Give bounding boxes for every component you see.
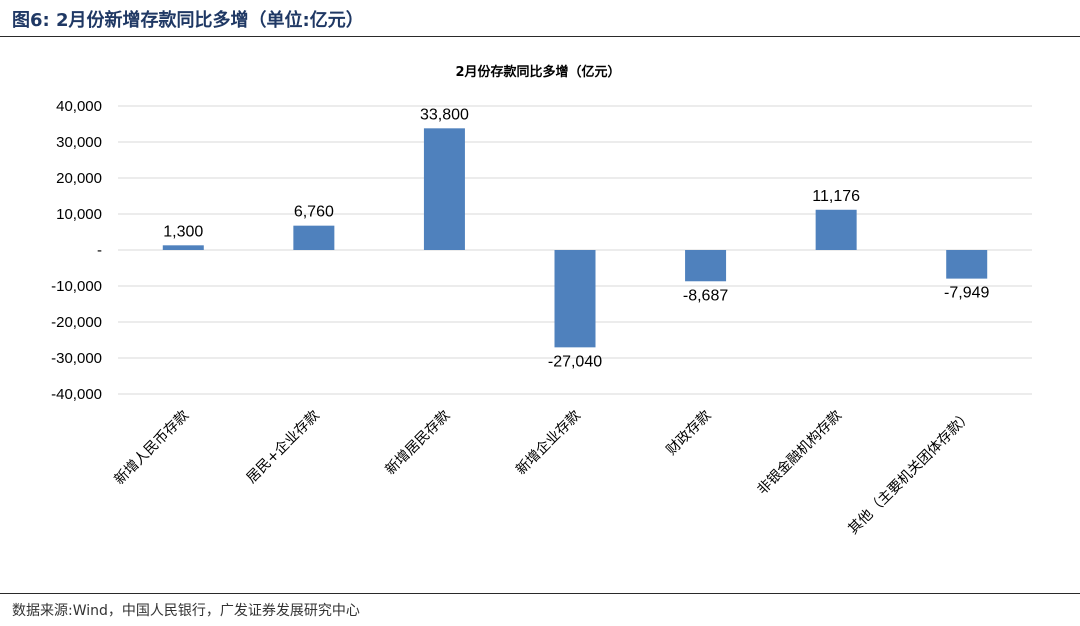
x-tick-label: 其他（主要机关团体存款）	[845, 408, 975, 538]
bar-chart: 2月份存款同比多增（亿元） 1,300 6,760 33,800 -27,040 -8,…	[51, 64, 1032, 538]
y-tick-label: -30,000	[51, 350, 102, 367]
y-tick-label: 30,000	[56, 134, 102, 151]
bottom-rule	[0, 593, 1080, 594]
x-tick-label: 新增居民存款	[383, 408, 454, 479]
data-label: 6,760	[294, 204, 334, 221]
bar	[293, 225, 335, 250]
x-tick-label: 新增企业存款	[512, 407, 583, 478]
x-tick-label: 居民+企业存款	[243, 407, 323, 487]
y-tick-label: -40,000	[51, 386, 102, 403]
y-tick-label: -	[97, 242, 102, 259]
bar	[946, 250, 988, 279]
bar	[815, 209, 857, 250]
y-tick-label: -20,000	[51, 314, 102, 331]
data-label: 33,800	[420, 106, 469, 123]
chart-title: 2月份存款同比多增（亿元）	[455, 64, 620, 80]
y-tick-label: 20,000	[56, 170, 102, 187]
y-tick-label: -10,000	[51, 278, 102, 295]
bar	[554, 250, 596, 348]
data-label: 11,176	[812, 188, 860, 205]
figure-title: 图6: 2月份新增存款同比多增（单位:亿元）	[12, 10, 364, 31]
bar	[423, 128, 465, 250]
bar	[162, 245, 204, 250]
data-label: -8,687	[683, 287, 728, 304]
y-tick-label: 40,000	[56, 98, 102, 115]
data-label: 1,300	[163, 223, 203, 240]
top-rule	[0, 36, 1080, 37]
y-tick-label: 10,000	[56, 206, 102, 223]
data-label: -27,040	[548, 353, 602, 370]
x-tick-label: 非银金融机构存款	[754, 408, 845, 499]
data-source-note: 数据来源:Wind，中国人民银行，广发证券发展研究中心	[12, 603, 360, 619]
data-label: -7,949	[944, 285, 989, 302]
bar	[685, 250, 727, 282]
x-tick-label: 新增人民币存款	[112, 408, 193, 489]
x-tick-label: 财政存款	[663, 408, 714, 459]
